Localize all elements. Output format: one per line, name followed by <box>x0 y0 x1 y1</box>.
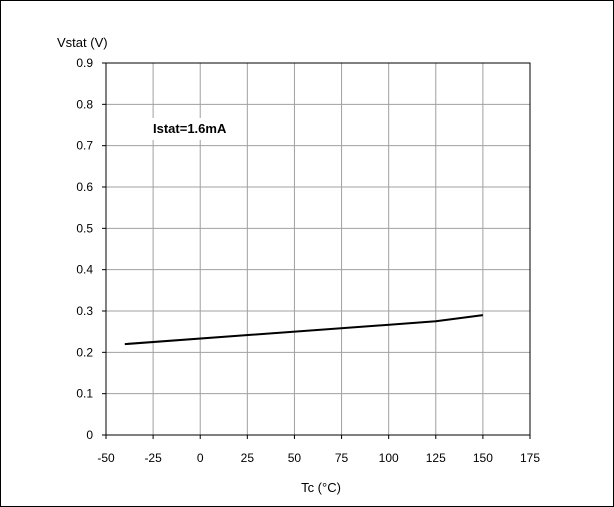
y-axis-title: Vstat (V) <box>57 35 108 50</box>
y-tick-label: 0 <box>86 428 93 442</box>
x-tick-label: -25 <box>144 451 162 465</box>
y-tick-label: 0.3 <box>76 304 93 318</box>
series-group <box>124 314 484 346</box>
annotation-label: Istat=1.6mA <box>153 121 227 136</box>
plot-area-border <box>105 62 531 436</box>
x-tick-label: 0 <box>197 451 204 465</box>
annotation-background <box>148 118 242 140</box>
x-tick-label: 50 <box>288 451 302 465</box>
y-tick-label: 0.9 <box>76 56 93 70</box>
y-tick-label: 0.4 <box>76 263 93 277</box>
y-tick-label: 0.6 <box>76 180 93 194</box>
x-tick-label: 100 <box>379 451 399 465</box>
x-tick-label: 25 <box>241 451 255 465</box>
x-axis-title: Tc (°C) <box>301 480 341 495</box>
y-tick-label: 0.1 <box>76 387 93 401</box>
series-line <box>124 314 484 346</box>
x-tick-label: -50 <box>97 451 115 465</box>
x-tick-label: 150 <box>473 451 493 465</box>
x-tick-labels: -50 -25 0 25 50 75 100 125 150 175 <box>97 451 540 465</box>
grid-lines <box>106 63 530 435</box>
y-tick-label: 0.5 <box>76 221 93 235</box>
y-tick-label: 0.2 <box>76 345 93 359</box>
x-tick-label: 125 <box>426 451 446 465</box>
y-tick-label: 0.8 <box>76 97 93 111</box>
axis-ticks <box>102 62 531 439</box>
y-tick-labels: 0 0.1 0.2 0.3 0.4 0.5 0.6 0.7 0.8 0.9 <box>76 56 93 442</box>
x-tick-label: 175 <box>520 451 540 465</box>
x-tick-label: 75 <box>335 451 349 465</box>
y-tick-label: 0.7 <box>76 139 93 153</box>
